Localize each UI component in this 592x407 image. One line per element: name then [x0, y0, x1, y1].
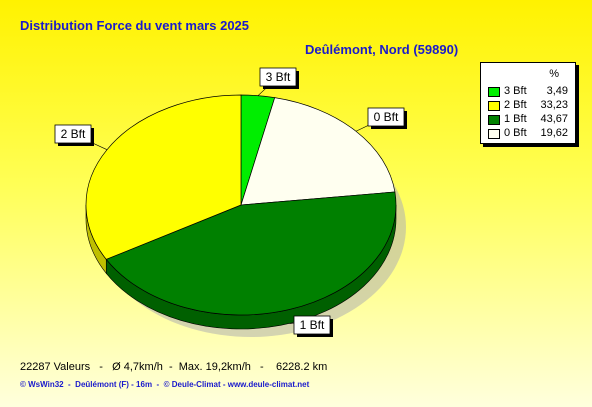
- legend: % 3 Bft 3,49 2 Bft 33,23 1 Bft 43,67 0 Bft 19,6…: [480, 62, 576, 144]
- legend-item: 2 Bft 33,23: [488, 99, 574, 113]
- slice-label-box: [54, 124, 92, 144]
- stats-line: 22287 Valeurs - Ø 4,7km/h - Max. 19,2km/…: [20, 361, 328, 373]
- legend-label: 3 Bft: [504, 85, 527, 97]
- pie-slice: [105, 191, 397, 316]
- slice-label-box: [293, 315, 331, 335]
- legend-label: 1 Bft: [504, 113, 527, 125]
- legend-swatch: [488, 101, 500, 111]
- legend-label: 2 Bft: [504, 99, 527, 111]
- legend-swatch: [488, 87, 500, 97]
- slice-label: 2 Bft: [61, 127, 86, 141]
- legend-item: 1 Bft 43,67: [488, 113, 574, 127]
- legend-header: %: [549, 68, 559, 80]
- legend-value: 43,67: [540, 113, 568, 125]
- legend-value: 3,49: [546, 85, 568, 97]
- legend-item: 0 Bft 19,62: [488, 127, 574, 141]
- legend-swatch: [488, 129, 500, 139]
- location-subtitle: Deûlémont, Nord (59890): [305, 42, 459, 57]
- footer-credits: © WsWin32 - Deûlémont (F) - 16m - © Deul…: [20, 380, 310, 389]
- pie-slice: [85, 94, 242, 260]
- legend-value: 33,23: [540, 99, 568, 111]
- legend-value: 19,62: [540, 127, 568, 139]
- slice-label: 1 Bft: [300, 318, 325, 332]
- chart-title: Distribution Force du vent mars 2025: [20, 18, 250, 33]
- legend-label: 0 Bft: [504, 127, 527, 139]
- legend-swatch: [488, 115, 500, 125]
- legend-item: 3 Bft 3,49: [488, 85, 574, 99]
- slice-label-box: [259, 67, 297, 87]
- slice-label: 3 Bft: [266, 70, 291, 84]
- slice-label-box: [367, 107, 405, 127]
- pie-slice: [240, 97, 396, 206]
- slice-label: 0 Bft: [374, 110, 399, 124]
